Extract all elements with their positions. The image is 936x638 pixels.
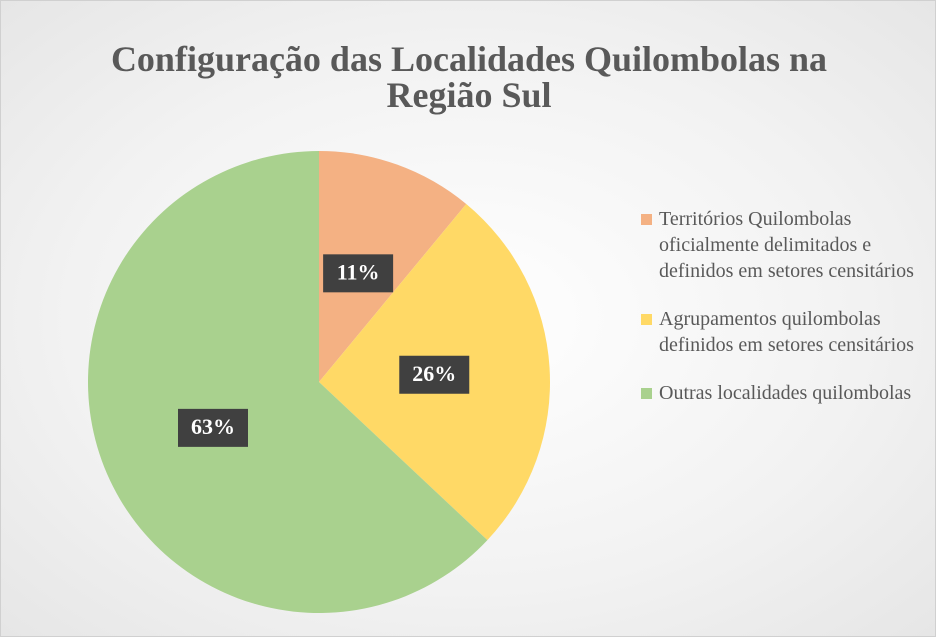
legend: Territórios Quilombolas oficialmente del… (641, 206, 936, 428)
legend-entry: Territórios Quilombolas oficialmente del… (641, 206, 936, 284)
legend-label: Territórios Quilombolas oficialmente del… (659, 208, 914, 282)
legend-entry: Outras localidades quilombolas (641, 380, 936, 406)
legend-label: Outras localidades quilombolas (659, 382, 912, 404)
legend-swatch (641, 314, 652, 325)
data-label-box (399, 355, 470, 394)
legend-label: Agrupamentos quilombolas definidos em se… (659, 308, 914, 356)
chart-title: Configuração das Localidades Quilombolas… (110, 39, 828, 115)
legend-swatch (641, 214, 652, 225)
data-label: 26% (412, 361, 456, 386)
data-label-box (177, 408, 248, 447)
legend-swatch (641, 388, 652, 399)
data-label: 11% (337, 259, 380, 284)
pie-slice (87, 151, 488, 613)
data-label-box (323, 254, 394, 293)
data-label: 63% (191, 414, 235, 439)
legend-entry: Agrupamentos quilombolas definidos em se… (641, 306, 936, 358)
